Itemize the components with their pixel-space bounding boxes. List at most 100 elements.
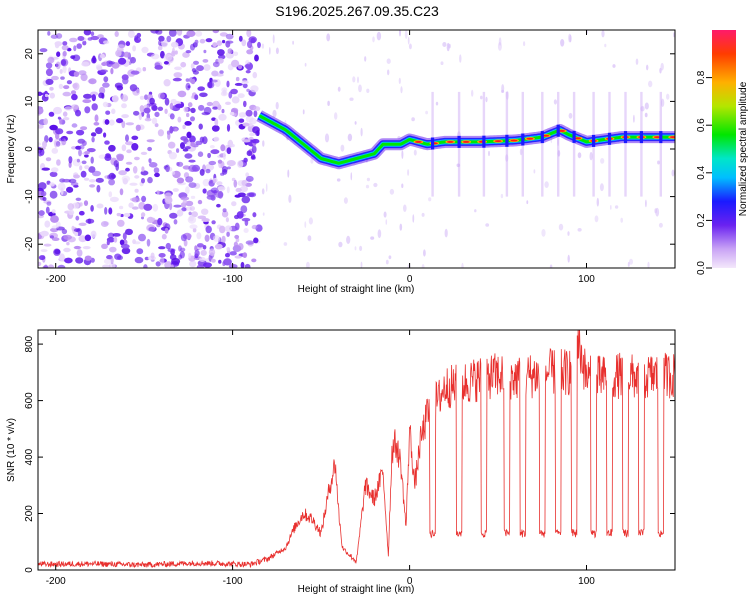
spectral-noise-blob [168,141,176,149]
spectral-noise-blob [140,212,146,218]
spectral-noise-blob [158,246,166,250]
spectral-noise-blob [189,224,198,229]
spectral-noise-blob [308,217,313,225]
spectral-noise-blob [246,150,253,157]
spectral-noise-blob [245,70,251,74]
spectral-noise-blob [76,249,83,257]
spectral-noise-blob [90,230,97,238]
spectral-noise-blob [654,208,657,214]
spectral-noise-blob [108,119,115,126]
spectral-noise-blob [413,149,417,156]
colorbar-tick-label: 0.2 [696,213,707,227]
spectral-noise-blob [485,96,488,103]
spectral-noise-blob [498,37,502,46]
spectral-noise-blob [247,40,253,49]
spectral-noise-blob [158,253,166,258]
spectral-noise-blob [242,139,251,143]
spectral-noise-blob [39,48,48,53]
spectral-noise-blob [96,184,101,193]
spectral-noise-blob [241,217,251,222]
spectral-noise-blob [241,80,249,85]
spectral-noise-blob [359,245,363,251]
colorbar-label: Normalized spectral amplitude [738,81,749,216]
spectral-noise-blob [541,229,546,237]
spectral-noise-blob [108,61,115,65]
spectral-noise-blob [596,197,599,207]
spectral-noise-blob [221,108,225,114]
spectral-noise-blob [82,140,87,146]
spectral-noise-blob [471,89,474,97]
spectral-noise-blob [182,51,190,58]
spectral-noise-blob [91,136,95,143]
spectral-noise-blob [49,235,55,239]
spectral-noise-blob [82,99,92,104]
spectral-noise-blob [56,51,61,57]
spectral-noise-blob [171,171,176,175]
spectral-noise-blob [66,186,74,193]
spectral-noise-blob [47,264,55,268]
spectral-noise-blob [262,140,265,147]
spectral-noise-blob [645,199,647,208]
spectral-noise-blob [306,261,310,268]
spectral-noise-blob [140,151,148,155]
spectral-noise-blob [62,111,68,117]
spectral-noise-blob [225,40,231,48]
spectral-noise-blob [180,196,190,201]
spectral-noise-blob [42,140,47,148]
spectral-noise-blob [648,80,653,88]
ridge-peak [414,140,422,143]
spectral-noise-blob [164,196,173,205]
spectral-noise-blob [147,146,153,152]
spectral-noise-blob [354,121,357,125]
spectral-noise-blob [130,70,140,75]
spectral-noise-blob [62,50,67,57]
spectral-noise-blob [183,106,189,113]
spectral-noise-blob [203,49,207,54]
spectral-noise-blob [103,76,109,83]
spectral-noise-blob [560,39,565,47]
spectral-noise-blob [152,203,159,212]
spectral-noise-blob [169,126,174,134]
x-tick-label: -100 [223,576,243,587]
spectral-noise-blob [236,211,244,219]
spectral-noise-blob [151,117,158,125]
spectral-noise-blob [70,90,77,95]
spectral-noise-blob [190,141,195,147]
spectral-noise-blob [169,202,173,211]
spectral-noise-blob [144,117,152,122]
spectral-noise-blob [157,106,164,112]
spectral-noise-blob [350,172,353,181]
spectral-noise-blob [549,264,553,268]
spectral-noise-blob [660,62,664,71]
spectral-noise-blob [194,94,199,101]
spectral-noise-blob [219,225,226,234]
spectral-noise-blob [90,132,97,137]
spectral-noise-blob [253,106,261,112]
ridge-peak [526,137,534,140]
colorbar-tick-label: 0.0 [696,261,707,275]
spectral-noise-blob [190,195,196,199]
y-tick-label: 10 [24,95,35,107]
spectral-noise-blob [176,209,184,217]
spectral-noise-blob [154,123,159,128]
spectral-noise-blob [112,233,121,237]
spectral-noise-blob [227,48,233,54]
spectral-noise-blob [175,103,184,109]
spectral-noise-blob [248,192,257,198]
spectral-noise-blob [164,97,170,106]
spectral-noise-blob [77,36,85,41]
spectral-noise-blob [157,217,163,226]
spectral-noise-blob [146,216,155,223]
spectral-noise-blob [226,160,236,167]
spectral-noise-blob [38,255,46,261]
spectral-noise-blob [121,74,129,81]
spectral-noise-blob [172,77,182,82]
spectral-noise-blob [168,30,177,37]
spectral-noise-blob [46,201,52,206]
spectral-noise-blob [96,66,103,71]
spectral-noise-blob [202,59,209,63]
spectral-noise-blob [262,212,265,216]
spectral-noise-blob [118,57,127,65]
spectral-noise-blob [38,106,44,115]
spectral-noise-blob [620,217,623,223]
